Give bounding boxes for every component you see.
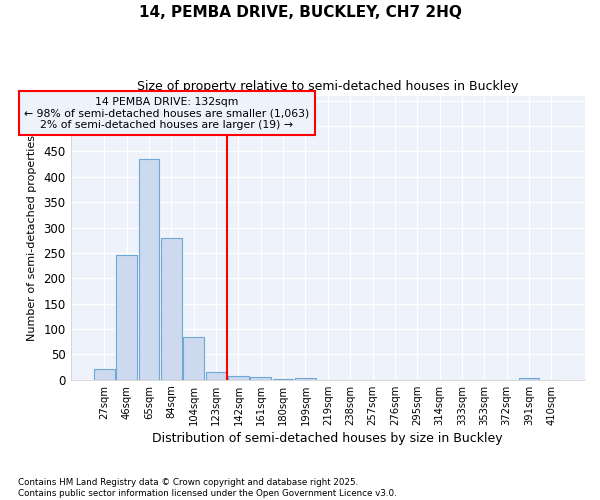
Bar	[94, 368, 115, 380]
Bar	[139, 159, 159, 380]
Bar	[295, 378, 316, 380]
Text: 14 PEMBA DRIVE: 132sqm
← 98% of semi-detached houses are smaller (1,063)
2% of s: 14 PEMBA DRIVE: 132sqm ← 98% of semi-det…	[24, 96, 310, 130]
Bar	[250, 378, 271, 380]
Y-axis label: Number of semi-detached properties: Number of semi-detached properties	[26, 134, 37, 340]
Title: Size of property relative to semi-detached houses in Buckley: Size of property relative to semi-detach…	[137, 80, 518, 93]
Bar	[184, 336, 204, 380]
Bar	[116, 256, 137, 380]
Bar	[273, 379, 293, 380]
X-axis label: Distribution of semi-detached houses by size in Buckley: Distribution of semi-detached houses by …	[152, 432, 503, 445]
Bar	[228, 376, 248, 380]
Bar	[519, 378, 539, 380]
Text: Contains HM Land Registry data © Crown copyright and database right 2025.
Contai: Contains HM Land Registry data © Crown c…	[18, 478, 397, 498]
Bar	[161, 238, 182, 380]
Bar	[206, 372, 226, 380]
Text: 14, PEMBA DRIVE, BUCKLEY, CH7 2HQ: 14, PEMBA DRIVE, BUCKLEY, CH7 2HQ	[139, 5, 461, 20]
